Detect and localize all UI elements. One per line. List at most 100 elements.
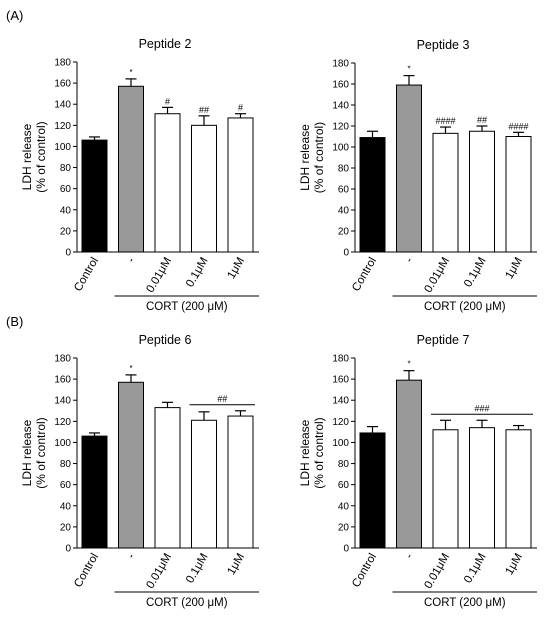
y-tick-label: 20: [60, 522, 72, 533]
y-tick-label: 20: [60, 226, 72, 237]
x-tick-label: -: [403, 255, 415, 264]
y-tick-label: 120: [54, 121, 71, 132]
y-tick-label: 0: [65, 248, 71, 259]
y-tick-label: 80: [338, 459, 350, 470]
bar: [505, 136, 532, 253]
y-tick-label: 180: [54, 58, 71, 69]
bar: [469, 130, 495, 253]
bar: [359, 137, 386, 253]
y-tick-label: 100: [332, 438, 349, 449]
y-tick-label: 140: [332, 101, 349, 112]
bar: [81, 435, 108, 549]
x-tick-label: 1μM: [503, 552, 525, 578]
bar: [227, 415, 254, 549]
x-tick-label: 0.1μM: [462, 552, 488, 586]
y-tick-label: 20: [338, 227, 350, 238]
significance-annotation: ####: [435, 116, 455, 126]
y-tick-label: 140: [54, 396, 71, 407]
y-tick-label: 160: [332, 80, 349, 91]
bar: [191, 419, 217, 549]
x-tick-label: 0.01μM: [144, 256, 174, 295]
treatment-group-label: CORT (200 μM): [146, 301, 228, 313]
x-tick-label: Control: [350, 552, 379, 590]
y-tick-label: 0: [343, 544, 349, 555]
bar: [118, 381, 144, 549]
y-axis-label-unit: (% of control): [34, 417, 48, 488]
chart-panel-2: Peptide 3 LDH release (% of control) 0 20 40 6…: [298, 38, 537, 313]
chart-title: Peptide 3: [417, 38, 470, 52]
y-tick-label: 60: [60, 480, 72, 491]
bar: [505, 429, 532, 549]
bar: [191, 124, 217, 253]
y-tick-label: 80: [60, 163, 72, 174]
significance-group-annotation: ##: [217, 394, 227, 404]
significance-annotation: *: [407, 65, 410, 74]
x-tick-label: 0.01μM: [144, 552, 174, 591]
bar: [81, 139, 108, 253]
bar: [396, 379, 422, 549]
y-tick-label: 60: [60, 184, 72, 195]
y-tick-label: 160: [54, 79, 71, 90]
significance-annotation: #: [238, 103, 243, 113]
y-tick-label: 140: [332, 396, 349, 407]
significance-annotation: *: [407, 360, 410, 369]
y-tick-label: 40: [60, 205, 72, 216]
bar: [154, 113, 181, 253]
y-tick-label: 20: [338, 522, 350, 533]
x-tick-label: Control: [72, 552, 101, 590]
x-tick-label: Control: [350, 256, 379, 294]
chart-title: Peptide 7: [417, 333, 470, 347]
y-axis-label: LDH release: [298, 419, 312, 486]
y-axis-label: LDH release: [20, 123, 34, 190]
treatment-group-label: CORT (200 μM): [424, 301, 506, 313]
y-axis-label-unit: (% of control): [312, 417, 326, 488]
x-tick-label: 0.01μM: [422, 256, 452, 295]
y-axis-label-unit: (% of control): [312, 122, 326, 193]
y-axis-label: LDH release: [20, 419, 34, 486]
x-tick-label: 0.1μM: [462, 256, 488, 290]
treatment-group-label: CORT (200 μM): [146, 597, 228, 609]
y-tick-label: 180: [332, 354, 349, 365]
x-tick-label: 1μM: [225, 256, 247, 282]
chart-title: Peptide 6: [139, 333, 192, 347]
chart-panel-3: Peptide 6 LDH release (% of control) 0 20 40 6…: [20, 333, 259, 609]
y-tick-label: 40: [60, 501, 72, 512]
x-tick-label: Control: [72, 256, 101, 294]
bar: [469, 427, 495, 549]
y-tick-label: 0: [65, 544, 71, 555]
chart-panel-4: Peptide 7 LDH release (% of control) 0 20 40 6…: [298, 333, 537, 609]
bar: [154, 407, 181, 549]
y-tick-label: 160: [54, 375, 71, 386]
y-tick-label: 60: [338, 185, 350, 196]
x-tick-label: -: [125, 255, 137, 264]
significance-annotation: #: [165, 96, 170, 106]
x-tick-label: 1μM: [225, 552, 247, 578]
bar: [432, 132, 459, 253]
y-tick-label: 40: [338, 501, 350, 512]
x-tick-label: -: [403, 551, 415, 560]
y-tick-label: 180: [54, 354, 71, 365]
y-tick-label: 80: [60, 459, 72, 470]
y-tick-label: 140: [54, 100, 71, 111]
significance-annotation: ##: [477, 115, 487, 125]
bar: [432, 429, 459, 549]
y-tick-label: 60: [338, 480, 350, 491]
y-tick-label: 80: [338, 164, 350, 175]
y-axis-label: LDH release: [298, 124, 312, 191]
significance-annotation: ##: [199, 105, 209, 115]
x-tick-label: 0.1μM: [184, 256, 210, 290]
y-tick-label: 120: [332, 122, 349, 133]
significance-annotation: ####: [508, 121, 528, 131]
bar: [227, 117, 254, 253]
y-tick-label: 100: [54, 438, 71, 449]
bar: [396, 84, 422, 253]
x-tick-label: 0.01μM: [422, 552, 452, 591]
y-tick-label: 120: [54, 417, 71, 428]
y-tick-label: 40: [338, 206, 350, 217]
bar: [359, 432, 386, 549]
x-tick-label: 1μM: [503, 256, 525, 282]
y-tick-label: 100: [332, 143, 349, 154]
bar: [118, 85, 144, 253]
x-tick-label: 0.1μM: [184, 552, 210, 586]
